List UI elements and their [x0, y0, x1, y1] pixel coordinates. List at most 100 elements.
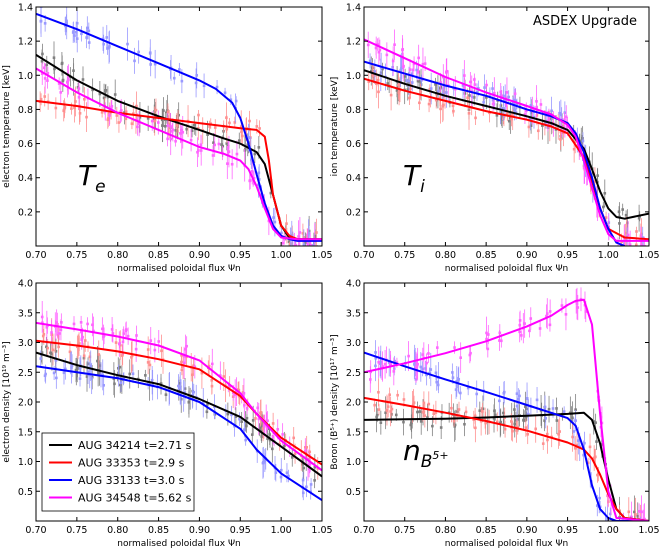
x-tick-label: 0.80 [435, 250, 456, 261]
legend: AUG 34214 t=2.71 s AUG 33353 t=2.9 s AUG 3… [41, 432, 195, 512]
y-axis-label: Boron (B⁵⁺) density [10¹⁷ m⁻³] [330, 334, 340, 469]
x-tick-label: 1.00 [598, 525, 619, 536]
axes-frame [35, 6, 323, 247]
series-line-aug-33133 [364, 60, 625, 246]
axes-frame [363, 282, 650, 522]
x-tick-label: 0.80 [107, 250, 128, 261]
x-axis-label: normalised poloidal flux Ψn [117, 264, 241, 274]
series-line-aug-33353 [36, 99, 322, 241]
x-tick-label: 0.85 [148, 250, 169, 261]
y-tick-label: 0.2 [346, 207, 361, 218]
y-tick-label: 1.5 [346, 427, 361, 438]
measurement-scatter [38, 7, 318, 246]
quantity-annotation: Te [78, 159, 106, 197]
y-tick-label: 0.4 [346, 173, 361, 184]
y-tick-label: 0.4 [18, 173, 33, 184]
x-tick-label: 0.70 [25, 525, 46, 536]
x-tick-label: 0.75 [66, 525, 87, 536]
y-tick-label: 1.0 [346, 457, 361, 468]
axes-frame [363, 6, 650, 247]
quantity-annotation: nB5+ [403, 434, 449, 472]
y-axis-label: electron density [10¹⁹ m⁻³] [2, 341, 12, 462]
y-tick-label: 1.0 [346, 71, 361, 82]
y-tick-label: 0.6 [18, 139, 33, 150]
watermark-label: ASDEX Upgrade [533, 14, 637, 29]
y-axis-label: ion temperature [keV] [330, 77, 340, 177]
x-tick-label: 0.75 [394, 525, 415, 536]
x-tick-label: 0.90 [516, 525, 537, 536]
series-line-aug-34214 [36, 53, 322, 241]
x-tick-label: 0.95 [557, 525, 578, 536]
x-tick-label: 0.85 [476, 525, 497, 536]
x-tick-label: 0.75 [394, 250, 415, 261]
y-tick-label: 3.5 [346, 308, 361, 319]
x-tick-label: 0.95 [230, 250, 251, 261]
y-tick-label: 3.5 [18, 308, 33, 319]
series-line-aug-34214 [36, 351, 322, 478]
x-tick-label: 1.00 [271, 525, 292, 536]
x-tick-label: 0.80 [435, 525, 456, 536]
y-tick-label: 1.2 [346, 37, 361, 48]
x-tick-label: 0.70 [353, 250, 374, 261]
y-tick-label: 2.5 [18, 368, 33, 379]
y-tick-label: 4.0 [346, 279, 361, 290]
panel-1: 0.70 0.75 0.80 0.85 0.90 0.95 1.00 1.05 0.2 0.4 0.… [2, 3, 333, 275]
series-line-aug-34548 [364, 38, 649, 242]
x-axis-label: normalised poloidal flux Ψn [445, 539, 569, 549]
series-line-aug-34548 [36, 321, 322, 472]
quantity-annotation: Ti [403, 159, 425, 197]
panel-4: 0.70 0.75 0.80 0.85 0.90 0.95 1.00 1.05 0.5 1.0 1.… [330, 279, 660, 550]
x-axis-label: normalised poloidal flux Ψn [117, 539, 241, 549]
legend-entry-label: AUG 34214 t=2.71 s [78, 439, 192, 452]
x-tick-label: 0.90 [189, 525, 210, 536]
y-tick-label: 1.4 [346, 3, 361, 14]
y-tick-label: 1.4 [18, 3, 33, 14]
x-tick-label: 0.70 [25, 250, 46, 261]
x-tick-label: 1.05 [638, 525, 659, 536]
legend-entry-label: AUG 33133 t=3.0 s [78, 474, 185, 487]
x-tick-label: 1.05 [311, 525, 332, 536]
x-tick-label: 1.00 [271, 250, 292, 261]
x-tick-label: 0.75 [66, 250, 87, 261]
x-tick-label: 1.05 [638, 250, 659, 261]
x-tick-label: 0.85 [148, 525, 169, 536]
x-tick-label: 0.90 [516, 250, 537, 261]
y-tick-label: 0.6 [346, 139, 361, 150]
x-tick-label: 0.95 [230, 525, 251, 536]
y-tick-label: 2.5 [346, 368, 361, 379]
y-tick-label: 1.0 [18, 457, 33, 468]
x-axis-label: normalised poloidal flux Ψn [445, 264, 569, 274]
y-tick-label: 2.0 [346, 398, 361, 409]
legend-entry-label: AUG 33353 t=2.9 s [78, 457, 185, 470]
y-tick-label: 0.2 [18, 207, 33, 218]
y-tick-label: 1.0 [18, 71, 33, 82]
measurement-scatter [366, 29, 646, 246]
x-tick-label: 1.05 [311, 250, 332, 261]
y-tick-label: 0.8 [346, 105, 361, 116]
y-tick-label: 2.0 [18, 398, 33, 409]
y-tick-label: 3.0 [346, 338, 361, 349]
y-tick-label: 3.0 [18, 338, 33, 349]
series-line-aug-34214 [364, 69, 649, 220]
y-tick-label: 0.8 [18, 105, 33, 116]
x-tick-label: 0.80 [107, 525, 128, 536]
x-tick-label: 0.90 [189, 250, 210, 261]
series-line-aug-34548 [364, 298, 649, 521]
series-line-aug-34548 [36, 67, 322, 241]
panel-2: 0.70 0.75 0.80 0.85 0.90 0.95 1.00 1.05 0.2 0.4 0.… [330, 3, 660, 275]
y-tick-label: 1.2 [18, 37, 33, 48]
x-tick-label: 1.00 [598, 250, 619, 261]
y-tick-label: 0.5 [346, 487, 361, 498]
x-tick-label: 0.95 [557, 250, 578, 261]
y-axis-label: electron temperature [keV] [2, 65, 12, 188]
legend-entry-label: AUG 34548 t=5.62 s [78, 492, 192, 505]
measurement-scatter [368, 287, 646, 521]
y-tick-label: 4.0 [18, 279, 33, 290]
series-line-aug-33353 [36, 339, 322, 466]
x-tick-label: 0.85 [476, 250, 497, 261]
y-tick-label: 0.5 [18, 487, 33, 498]
y-tick-label: 1.5 [18, 427, 33, 438]
x-tick-label: 0.70 [353, 525, 374, 536]
series-line-aug-33133 [36, 365, 322, 502]
